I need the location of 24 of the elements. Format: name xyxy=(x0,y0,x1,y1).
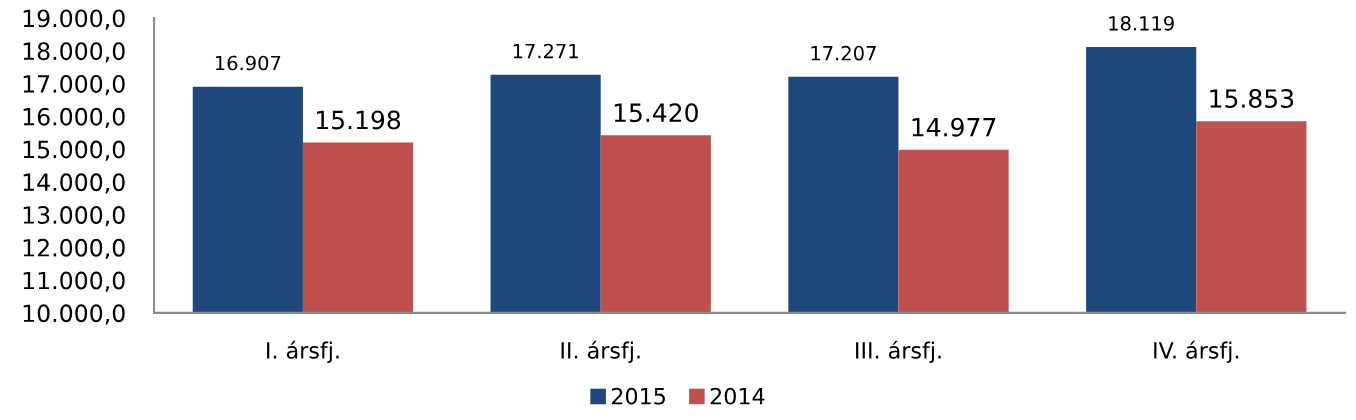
x-tick-label: II. ársfj. xyxy=(561,340,640,364)
data-label: 17.207 xyxy=(811,45,876,61)
data-label: 17.271 xyxy=(513,43,578,59)
y-tick-label: 18.000,0 xyxy=(23,42,125,63)
x-tick-label: I. ársfj. xyxy=(267,340,339,364)
y-tick-label: 14.000,0 xyxy=(23,173,125,194)
y-tick-label: 19.000,0 xyxy=(23,9,125,30)
data-label: 15.198 xyxy=(317,110,401,130)
y-tick-label: 10.000,0 xyxy=(23,304,125,325)
y-tick-label: 17.000,0 xyxy=(23,75,125,96)
x-tick-label: IV. ársfj. xyxy=(1154,340,1239,364)
legend-label: 2014 xyxy=(710,387,765,405)
y-tick-label: 15.000,0 xyxy=(23,140,125,161)
y-tick-label: 16.000,0 xyxy=(23,107,125,129)
y-tick-label: 13.000,0 xyxy=(23,206,125,227)
data-label: 15.853 xyxy=(1210,89,1294,108)
y-tick-label: 11.000,0 xyxy=(23,271,125,292)
data-label: 15.420 xyxy=(614,103,698,123)
data-label: 18.119 xyxy=(1109,15,1174,31)
data-label: 14.977 xyxy=(912,117,996,137)
x-tick-label: III. ársfj. xyxy=(856,340,941,364)
data-label: 16.907 xyxy=(215,55,281,71)
y-tick-label: 12.000,0 xyxy=(23,238,125,260)
legend-label: 2015 xyxy=(611,387,665,405)
